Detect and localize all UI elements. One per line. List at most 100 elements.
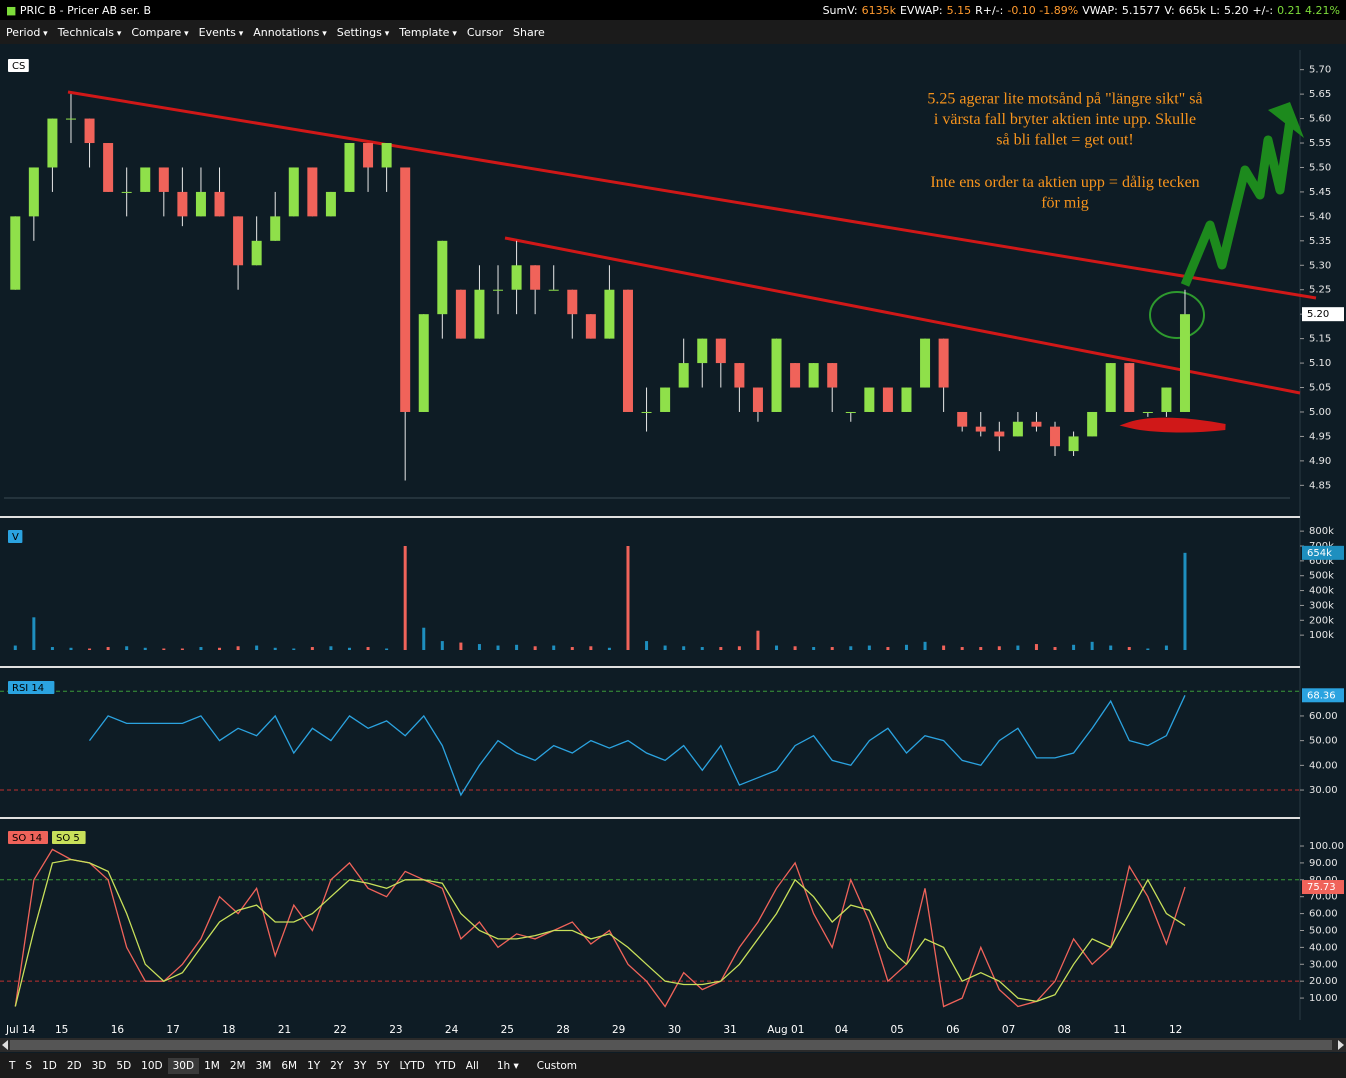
x-tick-label: 29 xyxy=(612,1024,625,1036)
y-tick-label: 5.50 xyxy=(1309,162,1331,173)
y-tick-label: 5.55 xyxy=(1309,138,1331,149)
range-button[interactable]: YTD xyxy=(434,1059,456,1072)
menu-button[interactable]: Share xyxy=(513,25,545,39)
menu[interactable]: Settings xyxy=(337,26,390,39)
status-dot: ■ xyxy=(6,3,17,17)
panel-label-box xyxy=(52,831,86,844)
stats: SumV: 6135k EVWAP: 5.15 R+/-: -0.10 -1.89% VWA… xyxy=(819,4,1340,17)
y-tick-label: 500k xyxy=(1309,571,1334,582)
stat-label: R+/-: xyxy=(975,3,1004,17)
scroll-thumb[interactable] xyxy=(10,1040,1332,1050)
range-button[interactable]: 3D xyxy=(91,1059,107,1072)
y-tick-label: 5.45 xyxy=(1309,187,1331,198)
volume-bar xyxy=(385,648,389,650)
volume-bar xyxy=(236,646,240,650)
stat-value: 5.20 xyxy=(1223,3,1249,17)
range-button[interactable]: 5D xyxy=(116,1059,132,1072)
volume-bar xyxy=(570,647,574,650)
candle-body xyxy=(1087,411,1098,437)
range-button[interactable]: LYTD xyxy=(399,1059,425,1072)
x-tick-label: 30 xyxy=(668,1024,681,1036)
range-button[interactable]: 3Y xyxy=(353,1059,367,1072)
candle-body xyxy=(455,289,466,339)
y-tick-label: 5.40 xyxy=(1309,211,1331,222)
volume-bar xyxy=(1183,552,1187,650)
candle-body xyxy=(214,191,225,217)
volume-bar xyxy=(626,546,630,650)
candle-body xyxy=(474,289,485,339)
volume-bar xyxy=(979,647,983,650)
x-tick-label: 23 xyxy=(389,1024,402,1036)
volume-bar xyxy=(496,645,500,650)
volume-bar xyxy=(125,646,129,650)
volume-bar xyxy=(88,648,92,650)
candle-body xyxy=(400,167,411,412)
range-button[interactable]: 1M xyxy=(204,1059,220,1072)
volume-bar xyxy=(904,644,908,650)
x-tick-label: 28 xyxy=(556,1024,569,1036)
range-button[interactable]: S xyxy=(25,1059,33,1072)
stat-label: EVWAP: xyxy=(899,3,943,17)
menu[interactable]: Compare xyxy=(131,26,188,39)
range-button[interactable]: 5Y xyxy=(376,1059,390,1072)
stat-label: +/-: xyxy=(1252,3,1274,17)
range-button[interactable]: 10D xyxy=(141,1059,163,1072)
candle-body xyxy=(363,143,374,168)
candle-body xyxy=(1012,421,1023,437)
candle-body xyxy=(957,411,968,427)
range-button[interactable]: T xyxy=(9,1059,16,1072)
x-tick-label: 16 xyxy=(111,1024,125,1036)
candle-body xyxy=(771,338,782,412)
y-tick-label: 5.00 xyxy=(1309,407,1331,418)
scroll-right[interactable] xyxy=(1338,1040,1344,1050)
x-tick-label: 05 xyxy=(891,1024,904,1036)
range-button[interactable]: 2D xyxy=(66,1059,82,1072)
stat-value: 0.21 4.21% xyxy=(1277,3,1340,17)
candle-body xyxy=(1068,436,1079,452)
panel-label: RSI 14 xyxy=(12,683,44,694)
volume-bar xyxy=(292,648,296,650)
candle-body xyxy=(140,167,151,192)
candle-body xyxy=(660,387,671,412)
range-button[interactable]: 6M xyxy=(281,1059,298,1072)
range-button[interactable]: 2M xyxy=(229,1059,246,1072)
panel-label-box xyxy=(8,831,48,844)
volume-bar xyxy=(533,646,537,650)
y-tick-label: 70.00 xyxy=(1309,892,1338,903)
candle-body xyxy=(901,387,912,412)
candle-body xyxy=(1142,411,1153,413)
range-button[interactable]: All xyxy=(465,1059,479,1072)
panel-label: SO 14 xyxy=(12,833,42,844)
candle-body xyxy=(1179,314,1190,412)
range-button[interactable]: 2Y xyxy=(330,1059,344,1072)
scroll-left[interactable] xyxy=(2,1040,8,1050)
range-button[interactable]: 3M xyxy=(255,1059,272,1072)
candle-body xyxy=(288,167,299,217)
menu[interactable]: Technicals xyxy=(58,26,122,39)
range-button[interactable]: 1Y xyxy=(307,1059,321,1072)
range-button[interactable]: 30D xyxy=(167,1057,200,1074)
menu[interactable]: Events xyxy=(199,26,244,39)
menu-button[interactable]: Cursor xyxy=(466,25,504,39)
volume-bar xyxy=(756,630,760,650)
volume-bar xyxy=(867,645,871,650)
last-value-box xyxy=(1302,880,1344,895)
range-button[interactable]: 1D xyxy=(42,1059,57,1072)
volume-bar xyxy=(422,627,426,650)
custom-button[interactable]: Custom xyxy=(536,1059,578,1072)
stat-value: 665k xyxy=(1178,3,1207,17)
panel-label: SO 5 xyxy=(56,833,80,844)
panel-label: CS xyxy=(12,61,25,72)
red-scribble xyxy=(1119,417,1226,433)
volume-bar xyxy=(199,647,203,650)
volume-bar xyxy=(366,647,370,650)
interval-button[interactable]: 1h ▾ xyxy=(496,1059,519,1072)
title-bar: ■ PRIC B - Pricer AB ser. B SumV: 6135k EV… xyxy=(0,0,1346,20)
menu[interactable]: Period xyxy=(6,26,48,39)
menu[interactable]: Annotations xyxy=(253,26,326,39)
menu[interactable]: Template xyxy=(399,26,457,39)
panel-label-box xyxy=(8,59,29,72)
candle-body xyxy=(808,363,819,388)
y-tick-label: 100k xyxy=(1309,630,1334,641)
